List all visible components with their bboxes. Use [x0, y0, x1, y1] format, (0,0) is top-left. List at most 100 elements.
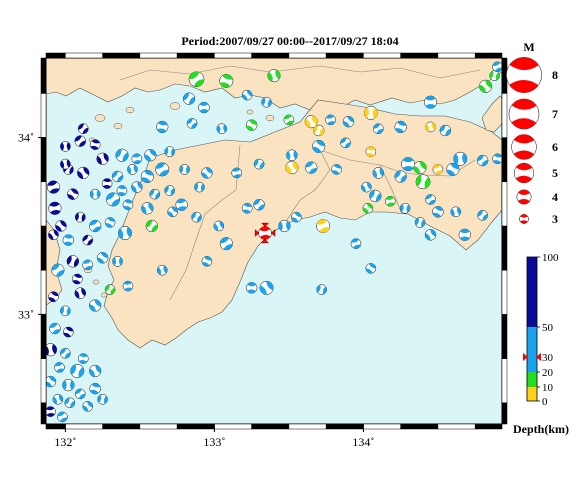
focal-mechanism [401, 157, 416, 172]
focal-mechanism [74, 287, 86, 299]
focal-mechanism [48, 291, 59, 302]
island [92, 279, 100, 285]
frame-segment [501, 181, 508, 227]
focal-mechanism [432, 206, 444, 218]
focal-mechanism [106, 192, 121, 207]
depth-band [527, 257, 537, 327]
frame-segment [400, 423, 439, 430]
focal-mechanism [213, 220, 225, 232]
magnitude-legend-ball [516, 189, 532, 205]
frame-segment [325, 423, 364, 430]
focal-mechanism [241, 89, 253, 101]
frame-segment [501, 93, 508, 138]
focal-mechanism [373, 123, 384, 135]
focal-mechanism [74, 211, 86, 223]
focal-mechanism [72, 273, 83, 285]
magnitude-legend-ball [508, 98, 540, 130]
focal-mechanism [46, 343, 58, 357]
depth-tick-label: 100 [542, 252, 559, 264]
focal-mechanism [201, 256, 213, 267]
depth-tick-label: 0 [542, 396, 548, 408]
focal-mechanism [60, 347, 71, 359]
focal-mechanism [219, 237, 233, 251]
frame-segment [40, 93, 47, 138]
frame-segment [501, 402, 508, 425]
frame-segment [40, 314, 47, 359]
focal-mechanism [372, 167, 385, 179]
focal-mechanism [316, 219, 331, 233]
frame-segment [40, 137, 47, 183]
focal-mechanism [46, 406, 56, 417]
depth-band [527, 327, 537, 372]
focal-mechanism [118, 226, 132, 241]
frame-segment [474, 423, 503, 430]
focal-mechanism [164, 146, 175, 158]
focal-mechanism [350, 238, 362, 249]
magnitude-legend-label: 8 [552, 68, 558, 82]
border-line [169, 144, 241, 301]
focal-mechanism [116, 185, 128, 196]
focal-mechanism [57, 411, 68, 423]
focal-mechanism [96, 252, 109, 264]
magnitude-legend-label: 5 [552, 166, 558, 180]
focal-mechanism [111, 170, 124, 183]
magnitude-legend-ball [511, 134, 537, 160]
focal-mechanism [259, 280, 274, 295]
frame-segment [325, 52, 364, 59]
magnitude-legend-title: M [523, 40, 534, 54]
magnitude-legend-label: 3 [552, 212, 558, 226]
depth-tick-label: 50 [542, 322, 554, 334]
focal-mechanism [131, 181, 143, 193]
focal-mechanism [115, 148, 129, 162]
frame-segment [288, 52, 327, 59]
focal-mechanism [316, 284, 327, 295]
focal-mechanism [267, 69, 281, 83]
island [125, 106, 135, 114]
frame-segment [40, 269, 47, 315]
focal-mechanism [219, 74, 234, 88]
focal-mechanism [145, 219, 158, 233]
focal-mechanism [54, 362, 65, 373]
focal-mechanism [82, 259, 94, 271]
depth-band [527, 387, 537, 401]
x-tick-label: 133˚ [203, 435, 225, 449]
focal-mechanism [64, 397, 76, 409]
frame-segment [501, 137, 508, 183]
focal-mechanism [104, 217, 116, 228]
frame-segment [400, 52, 439, 59]
focal-mechanism [425, 121, 436, 133]
focal-mechanism [399, 202, 411, 214]
magnitude-legend-ball [506, 57, 542, 93]
frame-segment [251, 52, 290, 59]
focal-mechanism [241, 202, 253, 214]
focal-mechanism [231, 167, 243, 179]
frame-segment [176, 423, 215, 430]
focal-mechanism [415, 174, 431, 190]
focal-mechanism [425, 194, 436, 205]
focal-mechanism [144, 149, 157, 162]
focal-mechanism [312, 124, 325, 137]
focal-mechanism [216, 123, 228, 135]
focal-mechanism [453, 151, 468, 166]
focal-mechanism [70, 363, 85, 378]
focal-mechanism [77, 166, 90, 180]
focal-mechanism [450, 206, 462, 218]
focal-mechanism [285, 161, 299, 175]
focal-mechanism [122, 199, 134, 211]
focal-mechanism [492, 153, 502, 165]
focal-mechanism [77, 123, 89, 135]
frame-segment [251, 423, 290, 430]
focal-mechanism [89, 299, 102, 312]
land-awaji [481, 95, 502, 133]
focal-mechanism [423, 95, 438, 109]
focal-mechanism [156, 264, 168, 276]
focal-mechanism [245, 119, 258, 131]
focal-mechanism [46, 375, 57, 388]
focal-mechanism [52, 393, 64, 405]
frame-segment [65, 423, 103, 430]
focal-mechanism [278, 219, 291, 233]
island [246, 109, 254, 115]
focal-mechanism [245, 282, 258, 294]
frame-segment [45, 423, 66, 430]
